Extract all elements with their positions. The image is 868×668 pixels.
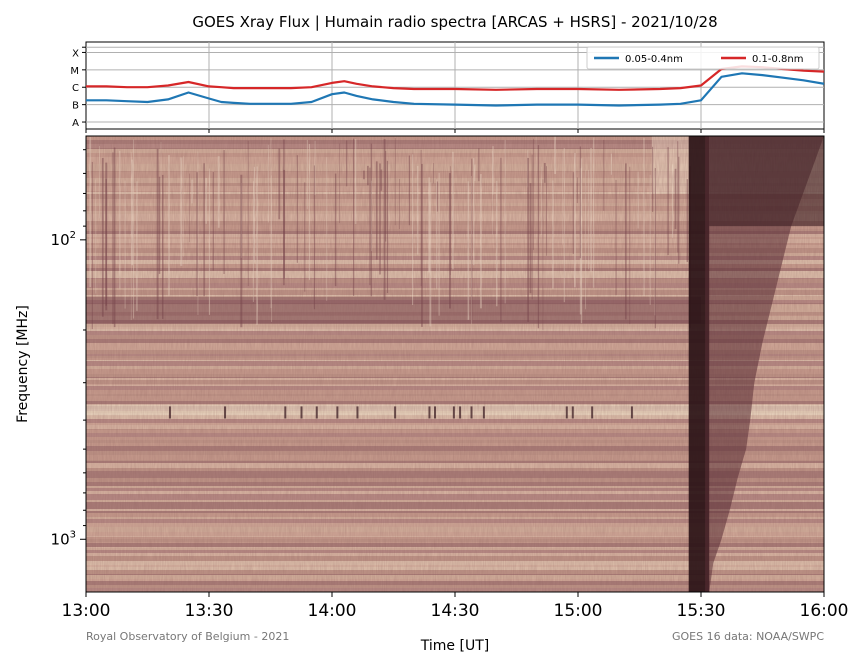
spectrogram-x-ticks: 13:00 13:30 14:00 14:30 15:00 15:30 16:00 <box>62 129 849 621</box>
burst-dark-band <box>688 136 710 592</box>
x-tick-label: 16:00 <box>800 601 849 621</box>
x-tick-label: 13:30 <box>185 601 234 621</box>
x-tick-label: 13:00 <box>62 601 111 621</box>
x-axis-label: Time [UT] <box>420 638 489 654</box>
x-tick-label: 15:30 <box>677 601 726 621</box>
xray-class-label: M <box>70 66 79 77</box>
x-tick-label: 15:00 <box>554 601 603 621</box>
credit-left: Royal Observatory of Belgium - 2021 <box>86 630 289 643</box>
burst-high-freq-region <box>709 136 824 227</box>
series-line-0.1-0.8nm <box>86 65 824 91</box>
xray-class-label: C <box>72 83 79 94</box>
burst-drift-region <box>705 136 824 592</box>
y-tick-label: 102 <box>51 230 76 249</box>
series-line-0.05-0.4nm <box>86 72 824 107</box>
y-tick-label: 103 <box>51 529 76 548</box>
radio-burst <box>688 136 824 592</box>
xray-lines <box>86 65 824 107</box>
y-axis-label: Frequency [MHz] <box>15 305 31 423</box>
legend-box <box>586 46 820 70</box>
xray-class-label: B <box>72 101 79 112</box>
chart-title: GOES Xray Flux | Humain radio spectra [A… <box>192 13 717 31</box>
legend-label-0.05-0.4nm: 0.05-0.4nm <box>625 54 683 65</box>
xray-class-label: X <box>72 48 79 59</box>
x-tick-label: 14:00 <box>308 601 357 621</box>
xray-class-label: A <box>72 118 79 129</box>
credit-right: GOES 16 data: NOAA/SWPC <box>672 630 824 643</box>
spectrogram-y-ticks: 102 103 <box>51 149 86 548</box>
xray-legend: 0.05-0.4nm 0.1-0.8nm <box>586 46 820 70</box>
spectrogram-panel: 13:00 13:30 14:00 14:30 15:00 15:30 16:00 1021… <box>51 129 849 621</box>
x-tick-label: 14:30 <box>431 601 480 621</box>
legend-label-0.1-0.8nm: 0.1-0.8nm <box>752 54 804 65</box>
